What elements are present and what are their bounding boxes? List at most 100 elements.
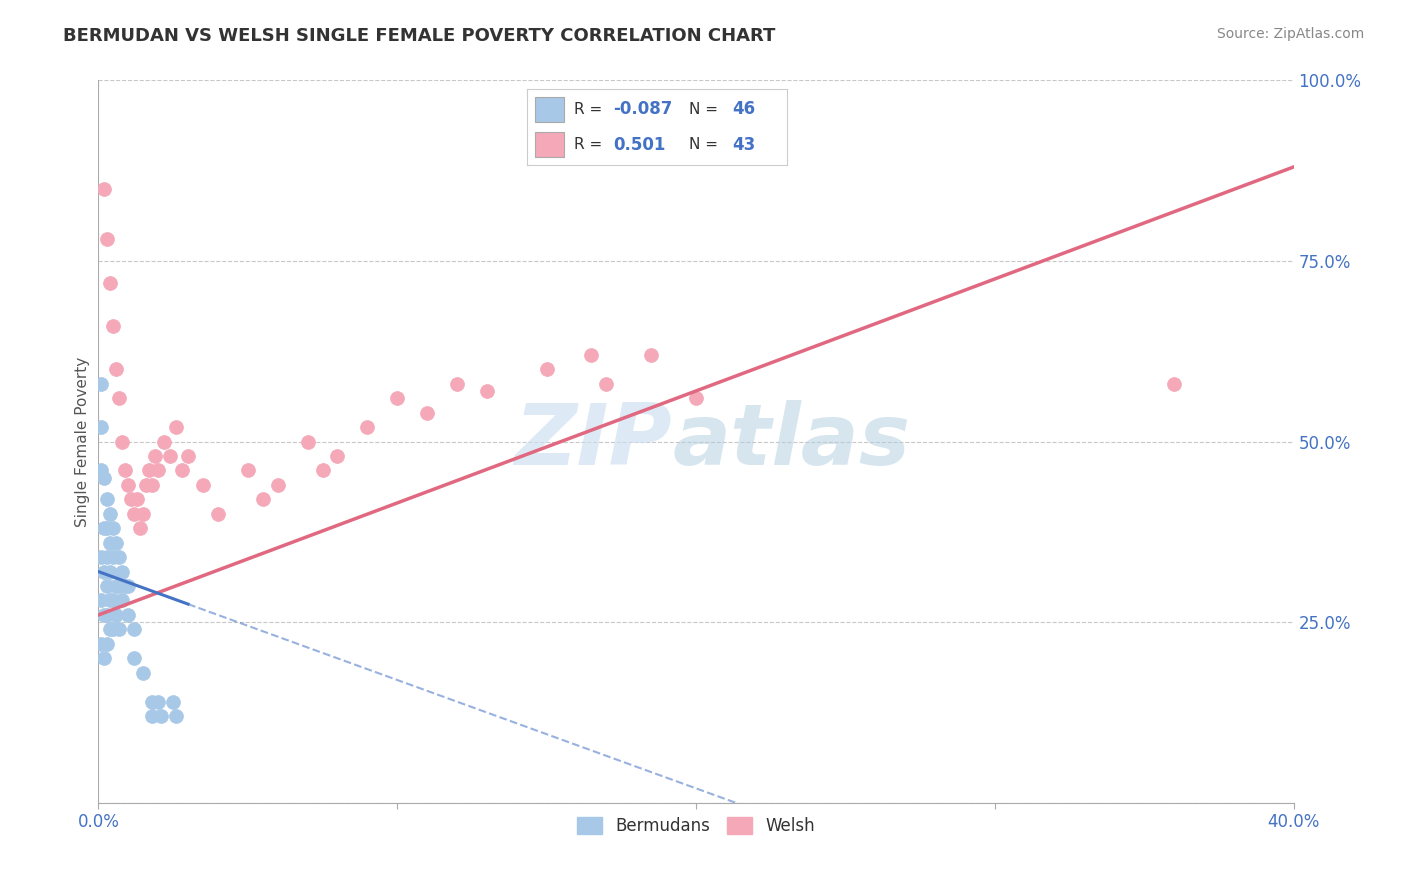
Point [124,507,146,521]
Point [114,579,136,593]
Point [111,593,134,607]
Text: N =: N = [689,137,717,152]
Point [103,521,125,535]
Point [90,376,112,391]
Point [93,470,115,484]
Text: 46: 46 [733,100,756,119]
Text: N =: N = [689,102,717,117]
Point [159,449,181,463]
Point [98,565,122,579]
Point [236,463,259,477]
Point [105,362,128,376]
Text: R =: R = [574,137,602,152]
Point [148,463,170,477]
Point [135,478,157,492]
Point [103,593,125,607]
Point [475,384,498,398]
Legend: Bermudans, Welsh: Bermudans, Welsh [571,810,821,841]
Y-axis label: Single Female Poverty: Single Female Poverty [75,357,90,526]
Point [252,492,274,507]
Point [385,391,409,405]
Point [595,376,617,391]
Point [141,709,163,723]
Point [103,623,125,637]
Point [138,463,160,477]
Point [96,232,118,246]
Point [93,521,115,535]
Point [141,478,163,492]
Point [297,434,319,449]
Point [165,709,187,723]
Point [207,507,229,521]
Bar [536,97,564,122]
Point [127,492,149,507]
Point [90,463,112,477]
Point [172,463,194,477]
Point [191,478,214,492]
Point [103,318,125,333]
Point [98,535,122,549]
Point [177,449,200,463]
Point [93,565,115,579]
Point [117,478,139,492]
Point [96,521,118,535]
Text: 0.501: 0.501 [613,136,665,153]
Point [98,507,122,521]
Point [132,665,155,680]
Point [416,406,439,420]
Point [685,391,707,405]
Point [311,463,333,477]
Point [90,420,112,434]
Point [640,348,662,362]
Point [129,521,152,535]
Point [120,492,142,507]
Point [150,709,173,723]
Point [117,607,139,622]
Point [141,695,163,709]
Point [536,362,558,376]
Text: -0.087: -0.087 [613,100,672,119]
Point [96,637,118,651]
Point [96,607,118,622]
Point [96,550,118,565]
Point [124,623,146,637]
Point [165,420,187,434]
Point [111,565,134,579]
Point [162,695,184,709]
Point [105,607,128,622]
Point [90,550,112,565]
Text: Source: ZipAtlas.com: Source: ZipAtlas.com [1216,27,1364,41]
Point [98,623,122,637]
Point [93,607,115,622]
Point [105,535,128,549]
Point [148,695,170,709]
Point [153,434,176,449]
Point [103,550,125,565]
Point [124,651,146,665]
Point [108,579,131,593]
Point [105,579,128,593]
Text: R =: R = [574,102,602,117]
Point [356,420,378,434]
Point [446,376,468,391]
Text: atlas: atlas [672,400,910,483]
Point [96,492,118,507]
Text: BERMUDAN VS WELSH SINGLE FEMALE POVERTY CORRELATION CHART: BERMUDAN VS WELSH SINGLE FEMALE POVERTY … [63,27,776,45]
Point [108,391,131,405]
Point [108,623,131,637]
Point [143,449,166,463]
Point [93,182,115,196]
Bar [536,132,564,158]
Point [90,593,112,607]
Point [93,651,115,665]
Point [117,579,139,593]
Point [90,637,112,651]
Text: ZIP: ZIP [515,400,672,483]
Point [1163,376,1185,391]
Point [326,449,349,463]
Point [267,478,290,492]
Point [96,579,118,593]
Point [581,348,603,362]
Point [98,276,122,290]
Point [111,434,134,449]
